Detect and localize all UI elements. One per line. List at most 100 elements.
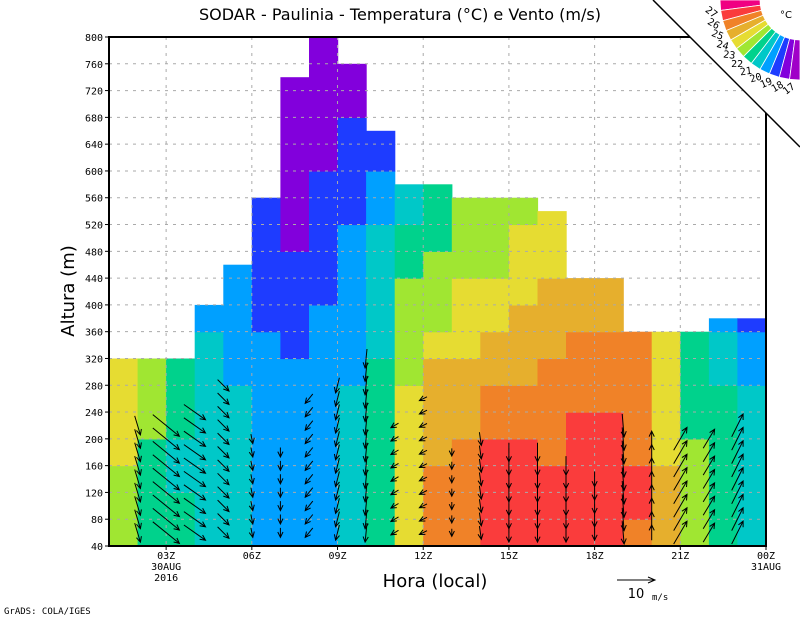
temperature-cell	[680, 385, 710, 413]
wind-vector	[620, 494, 627, 519]
temperature-cell	[708, 438, 739, 467]
wind-vector	[217, 526, 230, 540]
wind-vector	[448, 528, 455, 538]
temperature-cell	[423, 385, 453, 413]
wind-vector	[152, 494, 181, 518]
wind-vector	[389, 529, 399, 536]
temperature-cell	[537, 211, 567, 226]
temperature-cell	[137, 519, 167, 547]
temperature-cell	[251, 331, 281, 360]
wind-vector	[477, 472, 484, 487]
y-tick-label: 520	[85, 221, 103, 232]
colorbar-label: 23	[723, 49, 736, 61]
temperature-cell	[423, 465, 453, 493]
temperature-cell	[394, 331, 424, 360]
wind-vector	[152, 414, 181, 438]
temperature-cell	[737, 318, 767, 333]
wind-vector	[333, 511, 340, 528]
wind-vector	[183, 417, 207, 434]
wind-vector	[702, 428, 716, 449]
temperature-cell	[251, 385, 281, 413]
temperature-cell	[451, 331, 481, 360]
temperature-cell	[337, 331, 367, 360]
wind-vector	[389, 489, 399, 496]
wind-vector	[217, 446, 230, 459]
temperature-cell	[537, 438, 567, 467]
temperature-cell	[594, 385, 624, 413]
wind-vector	[620, 507, 627, 532]
wind-vector	[418, 408, 428, 415]
wind-vector	[217, 419, 230, 432]
plot-frame	[108, 36, 767, 547]
wind-vector	[248, 460, 255, 472]
wind-vector	[389, 516, 399, 523]
wind-vector	[183, 484, 207, 501]
y-tick-label: 200	[85, 435, 103, 446]
temperature-cell	[594, 412, 624, 440]
wind-vector	[731, 466, 744, 491]
temperature-cell	[708, 331, 739, 360]
wind-vector	[389, 462, 399, 469]
x-tick-label: 21Z	[671, 551, 689, 562]
temperature-cell	[566, 304, 596, 333]
temperature-cell	[651, 412, 681, 440]
wind-vector	[702, 522, 716, 543]
reference-unit: m/s	[652, 593, 668, 603]
wind-vector	[702, 495, 716, 516]
temperature-cell	[337, 117, 367, 145]
temperature-cell	[309, 438, 339, 467]
temperature-cell	[366, 224, 396, 252]
y-tick-label: 680	[85, 113, 103, 124]
x-tick-label: 15Z	[500, 551, 518, 562]
temperature-cell	[708, 318, 739, 333]
wind-vector	[448, 461, 455, 471]
temperature-cell	[680, 331, 710, 360]
temperature-cell	[309, 144, 339, 172]
wind-vector	[277, 460, 284, 472]
temperature-cell	[566, 519, 596, 547]
wind-vector	[217, 472, 230, 486]
temperature-cell	[423, 197, 453, 226]
x-tick-date: 31AUG	[751, 562, 781, 573]
wind-vector	[477, 445, 484, 461]
temperature-cell	[280, 331, 310, 360]
wind-vector	[673, 439, 688, 464]
temperature-cell	[394, 251, 424, 279]
wind-vector	[448, 448, 455, 458]
wind-vector	[620, 413, 627, 438]
temperature-cell	[309, 117, 339, 145]
temperature-cell	[594, 492, 624, 520]
temperature-cell	[109, 519, 139, 547]
temperature-cell	[423, 251, 453, 279]
wind-vector	[333, 444, 340, 461]
y-tick-label: 760	[85, 60, 103, 71]
temperature-cell	[423, 278, 453, 306]
wind-vector	[389, 476, 399, 482]
temperature-cell	[337, 492, 367, 520]
wind-vector	[304, 447, 314, 458]
y-tick-label: 560	[85, 194, 103, 205]
wind-vector	[731, 493, 744, 518]
wind-vector	[362, 348, 369, 370]
temperature-cell	[337, 465, 367, 493]
reference-speed: 10	[628, 587, 645, 602]
temperature-cell	[251, 465, 281, 493]
wind-vector	[389, 449, 399, 456]
temperature-cell	[366, 519, 396, 547]
temperature-cell	[309, 37, 339, 65]
wind-vector	[731, 453, 744, 478]
temperature-cell	[451, 465, 481, 493]
wind-vector	[448, 515, 455, 525]
wind-vector	[152, 454, 181, 478]
wind-vector	[277, 527, 284, 539]
temperature-cell	[480, 385, 510, 413]
wind-vector	[183, 457, 207, 474]
wind-vector	[304, 487, 314, 499]
wind-vector	[731, 426, 744, 451]
temperature-cell	[366, 465, 396, 493]
x-tick-year: 2016	[154, 573, 178, 584]
temperature-cell	[537, 465, 567, 493]
wind-vector	[152, 521, 181, 545]
temperature-cell	[423, 492, 453, 520]
